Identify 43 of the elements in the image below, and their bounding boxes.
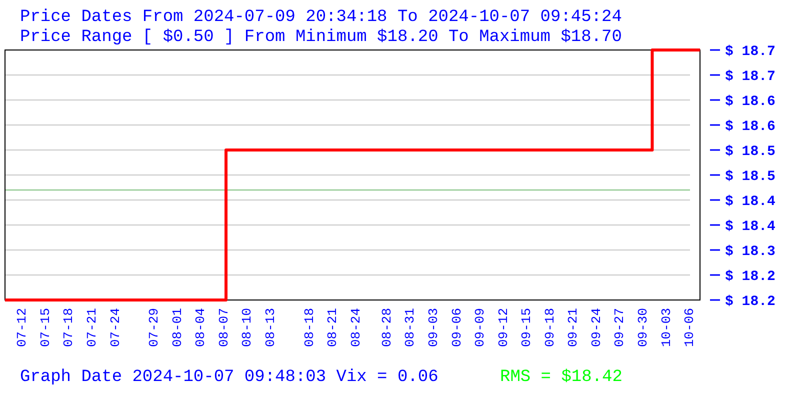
x-tick-label: 07-21 (84, 308, 100, 348)
x-tick-label: 09-03 (426, 308, 441, 348)
y-tick-label: $ 18.7 (725, 69, 776, 85)
y-tick-label: $ 18.6 (725, 119, 776, 135)
x-tick-label: 09-12 (496, 308, 511, 348)
x-tick-label: 07-12 (14, 308, 30, 348)
y-tick-label: $ 18.3 (725, 244, 776, 260)
y-tick-label: $ 18.4 (725, 194, 776, 210)
y-tick-label: $ 18.5 (725, 169, 776, 185)
x-tick-label: 09-15 (519, 308, 534, 348)
x-tick-label: 09-21 (566, 308, 581, 348)
y-tick-label: $ 18.6 (725, 94, 776, 110)
y-tick-label: $ 18.2 (725, 294, 776, 310)
x-tick-label: 08-01 (170, 308, 185, 348)
x-tick-label: 08-24 (348, 308, 364, 348)
x-tick-label: 08-07 (216, 308, 232, 348)
x-tick-label: 07-29 (146, 308, 162, 348)
x-tick-label: 07-24 (108, 308, 123, 348)
x-tick-label: 07-15 (38, 308, 53, 348)
text: Graph Date 2024-10-07 09:48:03 Vix = 0.06 (20, 368, 438, 387)
x-tick-label: 08-04 (193, 308, 208, 348)
x-tick-label: 08-28 (379, 308, 394, 348)
x-tick-label: 09-27 (612, 308, 628, 348)
x-tick-label: 09-24 (588, 308, 604, 348)
x-tick-label: 09-18 (542, 308, 558, 348)
x-tick-label: 08-13 (262, 308, 278, 348)
x-tick-label: 10-06 (682, 308, 698, 348)
x-tick-label: 08-10 (240, 308, 255, 348)
x-tick-label: 10-03 (658, 308, 674, 348)
chart-subtitle: Price Range [ $0.50 ] From Minimum $18.20 To Maximum $18.70 (20, 28, 622, 47)
y-tick-label: $ 18.2 (725, 269, 776, 285)
x-tick-label: 09-06 (449, 308, 464, 348)
text: RMS = $18.42 (500, 368, 622, 387)
x-tick-label: 07-18 (61, 308, 76, 348)
y-tick-label: $ 18.7 (725, 44, 776, 60)
chart-title: Price Dates From 2024-07-09 20:34:18 To 2024-10-07 09:45:24 (20, 8, 622, 27)
x-tick-label: 08-31 (402, 308, 418, 348)
y-tick-label: $ 18.4 (725, 219, 776, 235)
y-tick-label: $ 18.5 (725, 144, 776, 160)
x-tick-label: 09-30 (636, 308, 651, 348)
x-tick-label: 09-09 (472, 308, 488, 348)
x-tick-label: 08-21 (325, 308, 340, 348)
x-tick-label: 08-18 (302, 308, 317, 348)
